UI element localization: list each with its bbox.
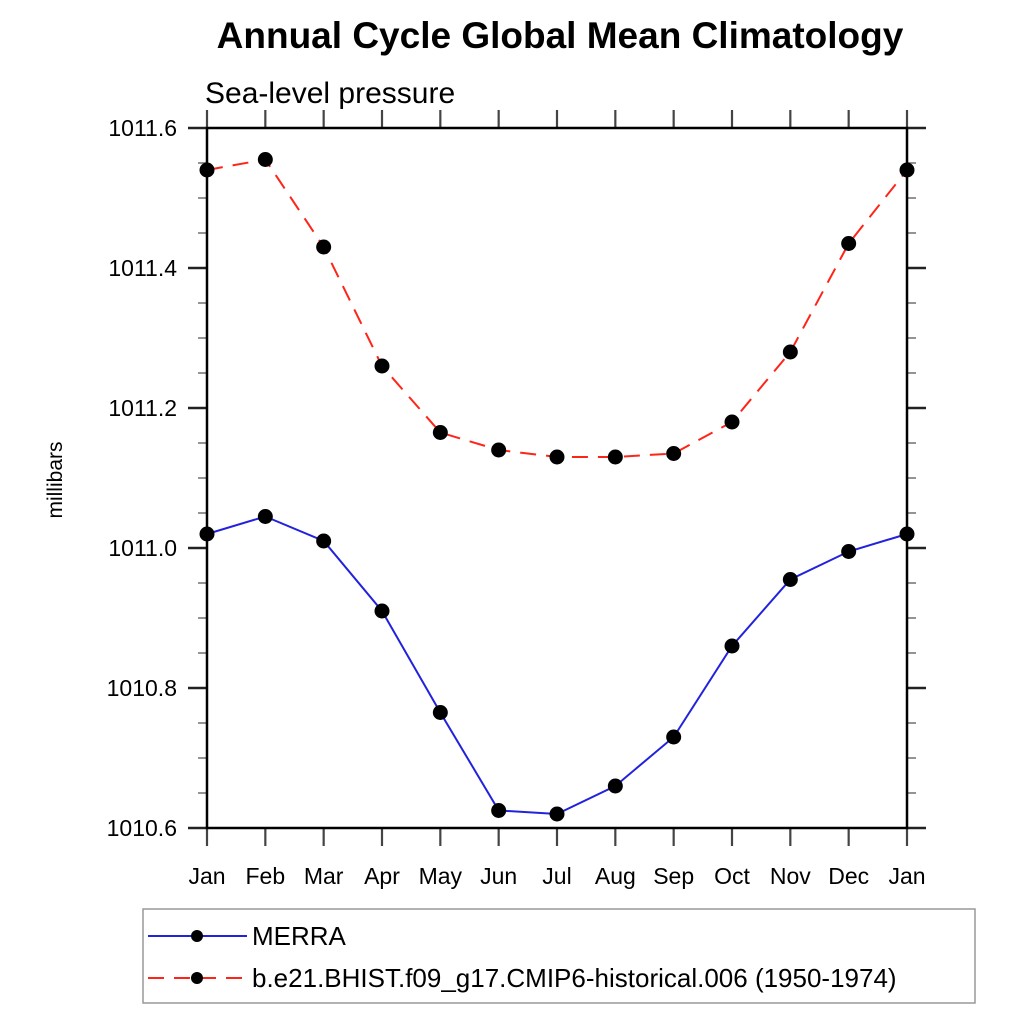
page-title: Annual Cycle Global Mean Climatology (217, 15, 904, 56)
x-tick-label: Jan (888, 863, 925, 889)
series-line-merra (206, 515, 908, 816)
y-axis-label: millibars (44, 441, 67, 518)
x-tick-label: Aug (595, 863, 636, 889)
legend-swatch-marker (191, 972, 203, 984)
data-point (841, 236, 857, 251)
data-point (607, 778, 623, 794)
data-point (432, 425, 448, 440)
legend-swatch-marker (191, 930, 203, 942)
x-tick-label: Nov (770, 863, 811, 889)
data-point (607, 449, 623, 465)
data-point (432, 705, 448, 720)
x-tick-label: Sep (653, 863, 694, 889)
data-point (491, 803, 507, 818)
y-tick-label: 1011.0 (108, 535, 177, 561)
data-point (666, 446, 682, 461)
data-point (199, 526, 215, 542)
data-point (782, 344, 798, 360)
legend-label: MERRA (252, 921, 347, 951)
x-tick-label: May (419, 863, 463, 889)
series-markers (199, 152, 915, 822)
x-tick-label: Dec (828, 863, 869, 889)
data-point (782, 572, 798, 587)
y-tick-label: 1010.6 (107, 815, 177, 841)
data-point (316, 533, 332, 549)
data-point (549, 449, 565, 465)
x-tick-label: Mar (304, 863, 344, 889)
x-tick-label: Jun (480, 863, 517, 889)
data-point (374, 358, 390, 374)
x-tick-label: Apr (364, 863, 400, 889)
y-axis-tick-labels: 1010.6 1010.8 1011.0 1011.2 1011.4 1011.6 (107, 115, 178, 841)
y-tick-label: 1010.8 (107, 675, 177, 701)
data-point (666, 729, 682, 745)
x-tick-label: Jul (542, 863, 571, 889)
data-point (724, 638, 740, 654)
y-tick-label: 1011.6 (108, 115, 177, 141)
data-point (899, 526, 915, 542)
chart-subtitle: Sea-level pressure (205, 77, 455, 110)
x-tick-label: Feb (246, 863, 286, 889)
y-major-ticks (188, 126, 926, 830)
data-point (724, 414, 740, 430)
data-point (374, 603, 390, 619)
plot-border (205, 126, 909, 830)
data-point (257, 509, 273, 524)
series-line-model (206, 158, 908, 458)
y-tick-label: 1011.2 (108, 395, 177, 421)
data-point (549, 806, 565, 822)
data-point (316, 239, 332, 255)
data-point (841, 544, 857, 559)
y-minor-ticks (198, 162, 916, 794)
data-point (491, 442, 507, 458)
data-point (257, 152, 273, 167)
x-axis-tick-labels: Jan Feb Mar Apr May Jun Jul Aug Sep Oct Nov Dec Jan (188, 863, 925, 889)
legend-box (142, 908, 976, 1004)
x-tick-label: Jan (188, 863, 225, 889)
x-tick-label: Oct (714, 863, 750, 889)
y-tick-label: 1011.4 (108, 255, 177, 281)
data-point (899, 162, 915, 178)
data-point (199, 162, 215, 178)
series-lines (206, 158, 908, 816)
legend: MERRA b.e21.BHIST.f09_g17.CMIP6-historica… (142, 908, 976, 1004)
legend-label: b.e21.BHIST.f09_g17.CMIP6-historical.006… (252, 963, 897, 993)
x-axis-month-ticks (205, 110, 909, 846)
